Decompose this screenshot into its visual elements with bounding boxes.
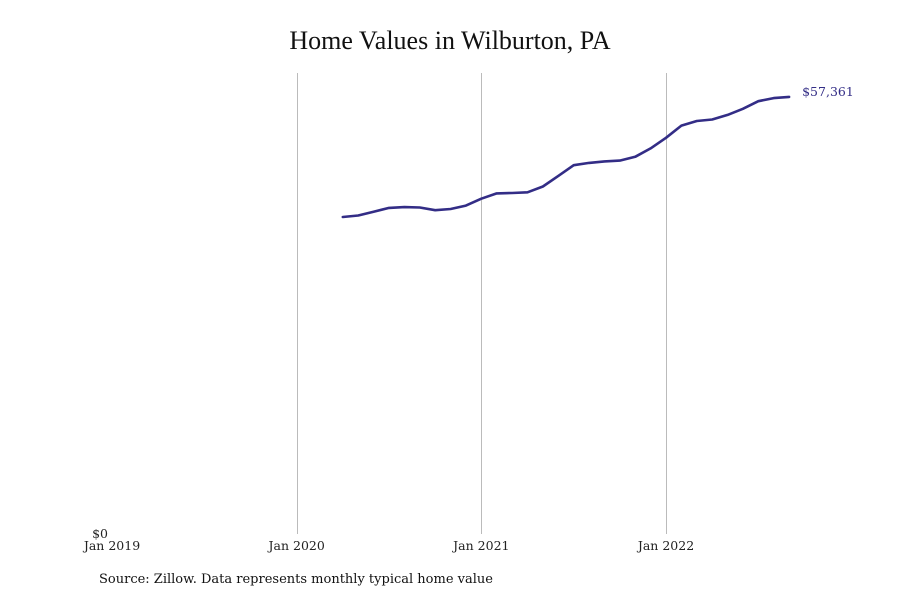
series-end-label: $57,361	[802, 84, 854, 99]
x-tick-label-2019-01: Jan 2019	[82, 538, 140, 553]
series-line-0	[341, 95, 791, 219]
y-tick-label-0: $0	[92, 526, 108, 541]
series-layer: $57,361	[341, 84, 854, 219]
x-tick-label-2022-01: Jan 2022	[636, 538, 694, 553]
gridlines	[297, 73, 667, 534]
axis-tick-labels: Jan 2019 Jan 2020 Jan 2021 Jan 2022 $0	[82, 526, 694, 553]
chart-title: Home Values in Wilburton, PA	[289, 26, 611, 55]
x-tick-label-2021-01: Jan 2021	[451, 538, 509, 553]
x-tick-label-2020-01: Jan 2020	[267, 538, 325, 553]
source-note: Source: Zillow. Data represents monthly …	[99, 572, 493, 587]
